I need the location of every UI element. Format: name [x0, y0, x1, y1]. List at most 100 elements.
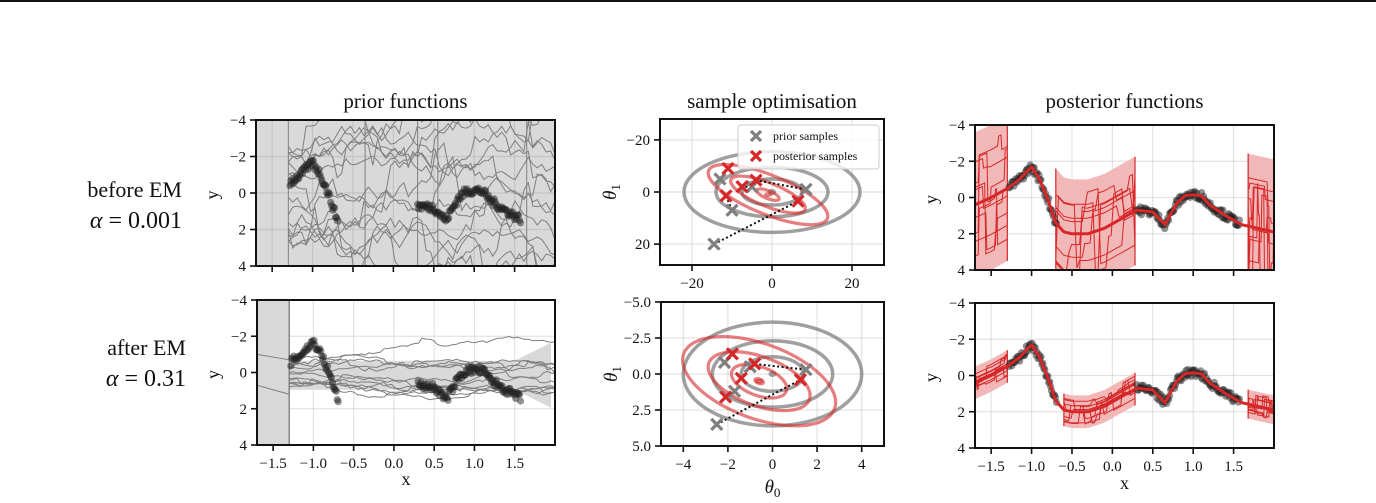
y-tick-label: 0.0 [632, 367, 651, 383]
y-tick-label: 2 [958, 405, 966, 421]
posterior-sample-curve [975, 366, 1008, 382]
plot-area [975, 303, 1274, 448]
prior-sample-curve [288, 121, 555, 177]
y-tick-label: −2 [949, 154, 965, 170]
x-tick-label: −20 [680, 276, 703, 292]
axes-frame [660, 301, 885, 447]
posterior-mode [755, 378, 764, 384]
y-tick-label: −2.5 [624, 331, 651, 347]
x-axis-label: x [402, 469, 411, 489]
subscript: 0 [774, 485, 781, 500]
posterior-sample-curve [1055, 193, 1136, 269]
uncertainty-band [1063, 372, 1135, 429]
legend-prior-icon [749, 129, 763, 143]
prior-sample-curve [287, 126, 555, 181]
plot-area [256, 120, 555, 266]
posterior-contour [706, 162, 830, 227]
prior-sample-marker [710, 417, 724, 432]
data-point [444, 396, 452, 404]
y-axis-label: y [921, 373, 941, 382]
posterior-sample-curve [975, 224, 1008, 243]
prior-sample-marker [713, 172, 727, 186]
y-tick-label: 0 [239, 186, 247, 202]
data-point [515, 390, 524, 399]
x-axis-label: x [1120, 473, 1129, 493]
subscript: 1 [608, 184, 623, 191]
prior-sample-marker [725, 203, 739, 217]
posterior-sample-curve [1055, 173, 1136, 270]
data-point [322, 182, 330, 190]
posterior-sample-curve [1247, 194, 1269, 270]
data-point [516, 219, 525, 227]
posterior-sample-curve [1247, 408, 1274, 419]
y-axis-label: θ1 [600, 184, 623, 200]
x-tick-label: −1.5 [259, 456, 286, 472]
axes-frame [659, 118, 885, 266]
posterior-sample-curve [975, 357, 1008, 375]
posterior-sample-curve [1055, 184, 1136, 270]
posterior-sample-curve [1247, 182, 1274, 203]
posterior-sample-curve [1247, 395, 1274, 415]
prior-sample-marker [707, 237, 721, 251]
x-tick-label: −1.0 [1018, 459, 1045, 475]
y-tick-label: −4 [230, 113, 246, 129]
top-rule [0, 0, 1376, 2]
posterior-sample-curve [1055, 190, 1136, 258]
x-tick-label: 4 [858, 457, 866, 473]
uncertainty-band [257, 300, 290, 445]
y-tick-label: 4 [958, 441, 966, 457]
y-tick-label: −2 [230, 150, 246, 166]
posterior-sample-curve [975, 152, 1008, 246]
alpha-value: α = 0.31 [105, 366, 186, 392]
posterior-contour [729, 174, 807, 215]
x-tick-label: 0.5 [425, 456, 444, 472]
x-tick-label: 1.5 [1224, 459, 1243, 475]
data-point [287, 362, 295, 370]
posterior-sample-marker [791, 194, 805, 208]
y-tick-label: 20 [635, 237, 650, 253]
posterior-mean-curve [975, 165, 1274, 236]
posterior-sample-curve [975, 148, 1008, 257]
posterior-sample-curve [1247, 394, 1274, 415]
plot-area [257, 300, 555, 445]
y-tick-label: 0 [643, 185, 651, 201]
data-point [323, 362, 332, 370]
alpha-value: α = 0.001 [89, 208, 182, 234]
x-tick-label: 0 [768, 276, 776, 292]
axes-frame [974, 124, 1275, 271]
posterior-sample-marker [735, 180, 749, 194]
posterior-sample-curve [1063, 378, 1136, 406]
prior-sample-curve [287, 176, 555, 266]
y-tick-label: −2 [949, 332, 965, 348]
posterior-sample-curve [1063, 375, 1136, 424]
posterior-sample-curve [1247, 397, 1274, 418]
prior-sample-marker [727, 384, 742, 398]
axes-panel-3: −1.5 −1.0 −0.5 0.0 0.5 1.0 1.5 4 2 0 −2 −4 y x [203, 293, 556, 489]
y-tick-label: 4 [240, 438, 248, 454]
x-tick-label: −1.0 [300, 456, 327, 472]
x-tick-label: 1.0 [465, 456, 484, 472]
posterior-sample-marker [725, 347, 739, 361]
y-tick-label: 5.0 [632, 439, 651, 455]
y-tick-label: 0 [958, 369, 966, 385]
data-point [516, 397, 525, 405]
plot-area [661, 302, 884, 446]
x-tick-label: 1.5 [505, 456, 524, 472]
posterior-sample-curve [1247, 177, 1274, 270]
legend-box [737, 124, 880, 170]
x-tick-label: −4 [675, 457, 691, 473]
posterior-sample-marker [719, 390, 733, 404]
x-tick-label: 2 [813, 457, 821, 473]
posterior-sample-curve [975, 156, 1008, 169]
posterior-sample-curve [975, 134, 1008, 184]
y-tick-label: 2.5 [632, 403, 651, 419]
y-tick-label: 4 [958, 263, 966, 279]
optimisation-path [755, 179, 807, 191]
y-axis-label: y [202, 191, 222, 200]
posterior-sample-marker [734, 371, 748, 385]
legend: prior samples posterior samples [737, 124, 880, 170]
data-point [452, 201, 461, 209]
prior-sample-curve [289, 358, 555, 372]
x-tick-label: −2 [720, 457, 736, 473]
uncertainty-band [289, 342, 551, 408]
